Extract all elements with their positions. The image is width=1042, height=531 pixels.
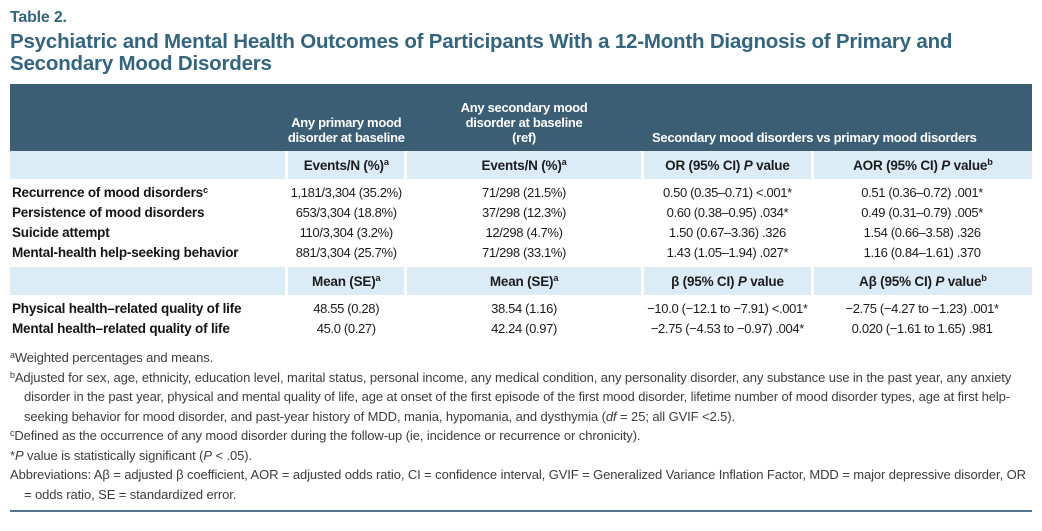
cell-aor: 0.51 (0.36–0.72) .001*: [861, 185, 983, 200]
header-primary-label: Any primary mood disorder at baseline: [287, 115, 405, 145]
subheader-mean-primary: Mean (SE)a: [285, 267, 406, 295]
cell-or: 0.60 (0.38–0.95) .034*: [666, 205, 789, 220]
cell-primary: 48.55 (0.28): [313, 301, 380, 316]
cell-secondary: 37/298 (12.3%): [482, 205, 567, 220]
table-row-suicide-attempt: Suicide attempt 110/3,304 (3.2%) 12/298 …: [10, 222, 1032, 242]
cell-primary: 653/3,304 (18.8%): [295, 205, 397, 220]
table-row-persistence: Persistence of mood disorders 653/3,304 …: [10, 202, 1032, 222]
cell-or: 1.43 (1.05–1.94) .027*: [666, 245, 789, 260]
cell-aor: 1.16 (0.84–1.61) .370: [863, 245, 981, 260]
row-label: Mental health–related quality of life: [12, 321, 230, 336]
cell-adjusted-beta: −2.75 (−4.27 to −1.23) .001*: [845, 301, 1000, 316]
cell-secondary: 12/298 (4.7%): [485, 225, 563, 240]
table-row-mental-qol: Mental health–related quality of life 45…: [10, 318, 1032, 338]
cell-beta: −10.0 (−12.1 to −7.91) <.001*: [647, 301, 808, 316]
subheader-row-means: Mean (SE)a Mean (SE)a β (95% CI) P value…: [10, 267, 1032, 295]
cell-primary: 45.0 (0.27): [316, 321, 376, 336]
cell-aor: 0.49 (0.31–0.79) .005*: [861, 205, 983, 220]
table-row-recurrence: Recurrence of mood disordersc 1,181/3,30…: [10, 179, 1032, 202]
subheader-aor: AOR (95% CI) P valueb: [810, 151, 1032, 179]
footnote-significance: *P value is statistically significant (P…: [10, 447, 252, 463]
header-comparison-label: Secondary mood disorders vs primary mood…: [652, 130, 977, 145]
cell-primary: 881/3,304 (25.7%): [295, 245, 397, 260]
footnote-c: cDefined as the occurrence of any mood d…: [10, 428, 641, 443]
cell-secondary: 71/298 (21.5%): [482, 185, 567, 200]
footnotes-block: aWeighted percentages and means. bAdjust…: [10, 348, 1032, 504]
cell-or: 0.50 (0.35–0.71) <.001*: [662, 185, 792, 200]
cell-beta: −2.75 (−4.53 to −0.97) .004*: [650, 321, 805, 336]
footnote-abbreviations: Abbreviations: Aβ = adjusted β coefficie…: [10, 467, 1026, 502]
table-label: Table 2.: [10, 9, 67, 26]
cell-or: 1.50 (0.67–3.36) .326: [668, 225, 786, 240]
row-label: Recurrence of mood disordersc: [12, 184, 208, 200]
subheader-empty-cell: [10, 151, 287, 179]
table-row-help-seeking: Mental-health help-seeking behavior 881/…: [10, 242, 1032, 267]
subheader-beta: β (95% CI) P value: [641, 267, 813, 295]
table-header-row: Any primary mood disorder at baseline An…: [10, 84, 1032, 151]
row-label: Physical health–related quality of life: [12, 301, 242, 316]
cell-secondary: 38.54 (1.16): [491, 301, 557, 316]
header-secondary-label: Any secondary mood disorder at baseline …: [460, 100, 588, 145]
header-cell-primary: Any primary mood disorder at baseline: [286, 84, 406, 151]
header-cell-empty: [10, 84, 287, 151]
subheader-mean-secondary: Mean (SE)a: [403, 267, 643, 295]
footnote-b: bAdjusted for sex, age, ethnicity, educa…: [10, 369, 1012, 424]
row-label: Persistence of mood disorders: [12, 205, 205, 220]
header-cell-secondary: Any secondary mood disorder at baseline …: [405, 84, 643, 151]
cell-aor: 1.54 (0.66–3.58) .326: [863, 225, 981, 240]
cell-primary: 1,181/3,304 (35.2%): [290, 185, 403, 200]
cell-secondary: 71/298 (33.1%): [482, 245, 567, 260]
table-row-physical-qol: Physical health–related quality of life …: [10, 295, 1032, 318]
subheader-row-events: Events/N (%)a Events/N (%)a OR (95% CI) …: [10, 151, 1032, 179]
subheader-or: OR (95% CI) P value: [641, 151, 813, 179]
row-label: Suicide attempt: [12, 225, 110, 240]
page-title: Psychiatric and Mental Health Outcomes o…: [10, 30, 953, 75]
paper-table-page: Table 2. Psychiatric and Mental Health O…: [10, 9, 1032, 512]
bottom-rule: [10, 510, 1032, 512]
footnote-a: aWeighted percentages and means.: [10, 350, 214, 365]
outcomes-table: Any primary mood disorder at baseline An…: [10, 84, 1032, 338]
subheader-events-primary: Events/N (%)a: [285, 151, 406, 179]
subheader-empty-cell: [10, 267, 287, 295]
subheader-adjusted-beta: Aβ (95% CI) P valueb: [810, 267, 1032, 295]
subheader-events-secondary: Events/N (%)a: [403, 151, 643, 179]
header-cell-comparison: Secondary mood disorders vs primary mood…: [642, 84, 1032, 151]
cell-primary: 110/3,304 (3.2%): [299, 225, 394, 240]
row-label: Mental-health help-seeking behavior: [12, 245, 239, 260]
cell-adjusted-beta: 0.020 (−1.61 to 1.65) .981: [851, 321, 993, 336]
cell-secondary: 42.24 (0.97): [491, 321, 557, 336]
